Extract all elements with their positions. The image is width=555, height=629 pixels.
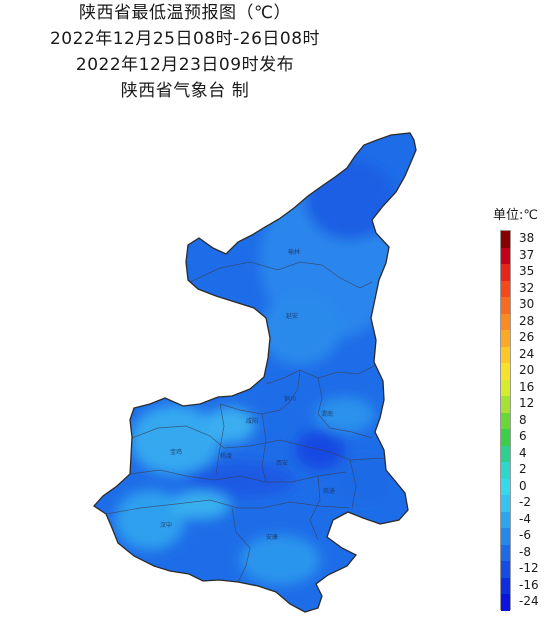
legend-swatch: [501, 247, 510, 265]
legend-label: 38: [519, 231, 535, 245]
legend-swatch: [501, 528, 510, 545]
legend-label: 8: [519, 412, 527, 427]
legend-label: 2: [519, 462, 527, 477]
legend-swatch: [501, 379, 510, 397]
city-yulin: 榆林: [288, 248, 300, 256]
map-title: 陕西省最低温预报图（℃）: [78, 3, 292, 23]
legend-label: 0: [519, 478, 527, 493]
legend-swatch: [501, 544, 510, 562]
legend-label: -6: [519, 528, 531, 543]
city-weinan: 渭南: [321, 410, 333, 418]
legend-label: -8: [519, 544, 531, 559]
legend-swatch: [501, 445, 510, 463]
legend-label: -12: [519, 561, 539, 576]
city-labels: 榆林 延安 铜川 渭南 咸阳 宝鸡 杨凌 西安 商洛 汉中 安康: [160, 248, 335, 541]
legend-unit: 单位:℃: [493, 208, 538, 223]
legend-swatch: [501, 231, 510, 248]
legend-label: 35: [519, 264, 535, 279]
legend-swatch: [501, 561, 510, 578]
legend-swatch: [501, 396, 510, 413]
legend-label: -16: [519, 577, 539, 592]
legend-swatch: [501, 429, 510, 446]
city-tongchuan: 铜川: [284, 395, 296, 403]
legend-label: 28: [519, 313, 535, 328]
legend-swatch: [501, 478, 510, 496]
legend-swatch: [501, 594, 510, 611]
city-ankang: 安康: [266, 533, 278, 541]
city-baoji: 宝鸡: [170, 448, 182, 456]
legend-label: -2: [519, 495, 531, 510]
legend-swatch: [501, 264, 510, 281]
legend-label: 26: [519, 330, 535, 345]
city-hanzhong: 汉中: [160, 521, 172, 529]
legend-label: 37: [519, 247, 535, 262]
legend-label: 32: [519, 280, 535, 295]
temperature-fill: [94, 133, 416, 612]
legend-labels: 38 37 35 32 30 28 26 24 20 16 12 8 6 4 2 0 -2 -4 -6 -8 -12 -1…: [519, 230, 549, 610]
legend-swatch: [501, 462, 510, 479]
map-header: 陕西省最低温预报图（℃） 2022年12月25日08时-26日08时 2022年…: [0, 0, 370, 104]
forecast-period: 2022年12月25日08时-26日08时: [49, 29, 321, 49]
legend-swatch: [501, 297, 510, 314]
city-yanan: 延安: [286, 312, 298, 320]
legend-label: 24: [519, 346, 535, 361]
issue-time: 2022年12月23日09时发布: [75, 55, 295, 75]
legend-label: 12: [519, 396, 535, 411]
legend-label: 16: [519, 379, 535, 394]
legend-swatch: [501, 346, 510, 364]
legend-swatch: [501, 363, 510, 380]
legend-swatch: [501, 511, 510, 529]
legend-color-bar: [500, 230, 511, 611]
city-yangling: 杨凌: [220, 452, 232, 460]
county-boundaries: [105, 261, 385, 583]
legend-label: 20: [519, 363, 535, 378]
legend-swatch: [501, 412, 510, 430]
legend-swatch: [501, 280, 510, 298]
city-shangluo: 商洛: [323, 487, 335, 495]
legend-swatch: [501, 313, 510, 331]
city-xianyang: 咸阳: [246, 417, 258, 425]
legend-swatch: [501, 577, 510, 595]
legend-label: -24: [519, 594, 539, 609]
legend-label: -4: [519, 511, 531, 526]
legend-label: 4: [519, 445, 527, 460]
city-xian: 西安: [276, 459, 288, 467]
legend-swatch: [501, 330, 510, 347]
legend-swatch: [501, 495, 510, 512]
legend-label: 6: [519, 429, 527, 444]
legend-label: 30: [519, 297, 535, 312]
issuer: 陕西省气象台 制: [120, 81, 250, 101]
